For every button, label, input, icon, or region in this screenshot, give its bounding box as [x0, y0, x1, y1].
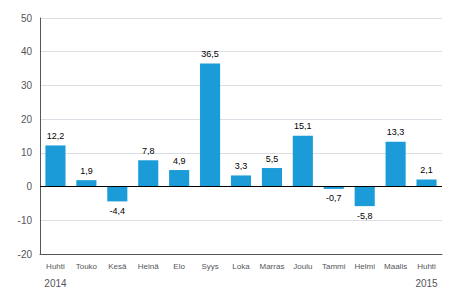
svg-text:Syys: Syys — [201, 262, 218, 271]
svg-text:Elo: Elo — [173, 262, 185, 271]
svg-text:Huhti: Huhti — [46, 262, 65, 271]
svg-text:20: 20 — [21, 114, 33, 125]
svg-text:-5,8: -5,8 — [357, 211, 373, 221]
svg-text:5,5: 5,5 — [266, 154, 279, 164]
svg-text:50: 50 — [21, 13, 33, 24]
svg-text:10: 10 — [21, 147, 33, 158]
svg-text:40: 40 — [21, 46, 33, 57]
svg-text:15,1: 15,1 — [294, 121, 312, 131]
svg-text:Kesä: Kesä — [108, 262, 127, 271]
svg-text:Loka: Loka — [232, 262, 250, 271]
svg-text:12,2: 12,2 — [47, 131, 65, 141]
svg-text:Helmi: Helmi — [354, 262, 375, 271]
svg-text:3,3: 3,3 — [235, 161, 248, 171]
svg-text:Tammi: Tammi — [322, 262, 346, 271]
svg-text:7,8: 7,8 — [142, 146, 155, 156]
svg-text:2014: 2014 — [44, 278, 67, 289]
svg-text:Heinä: Heinä — [138, 262, 159, 271]
svg-text:36,5: 36,5 — [201, 49, 219, 59]
svg-text:2,1: 2,1 — [420, 165, 433, 175]
svg-text:Marras: Marras — [259, 262, 284, 271]
svg-text:Maalis: Maalis — [384, 262, 407, 271]
svg-text:-0,7: -0,7 — [326, 193, 342, 203]
svg-text:4,9: 4,9 — [173, 156, 186, 166]
svg-text:2015: 2015 — [415, 278, 438, 289]
svg-text:-20: -20 — [18, 249, 33, 260]
svg-text:1,9: 1,9 — [80, 166, 93, 176]
svg-text:Huhti: Huhti — [417, 262, 436, 271]
svg-text:13,3: 13,3 — [387, 127, 405, 137]
svg-text:0: 0 — [26, 181, 32, 192]
svg-text:Joulu: Joulu — [293, 262, 312, 271]
svg-text:-4,4: -4,4 — [110, 206, 126, 216]
svg-text:Touko: Touko — [76, 262, 98, 271]
svg-text:-10: -10 — [18, 215, 33, 226]
svg-text:30: 30 — [21, 80, 33, 91]
